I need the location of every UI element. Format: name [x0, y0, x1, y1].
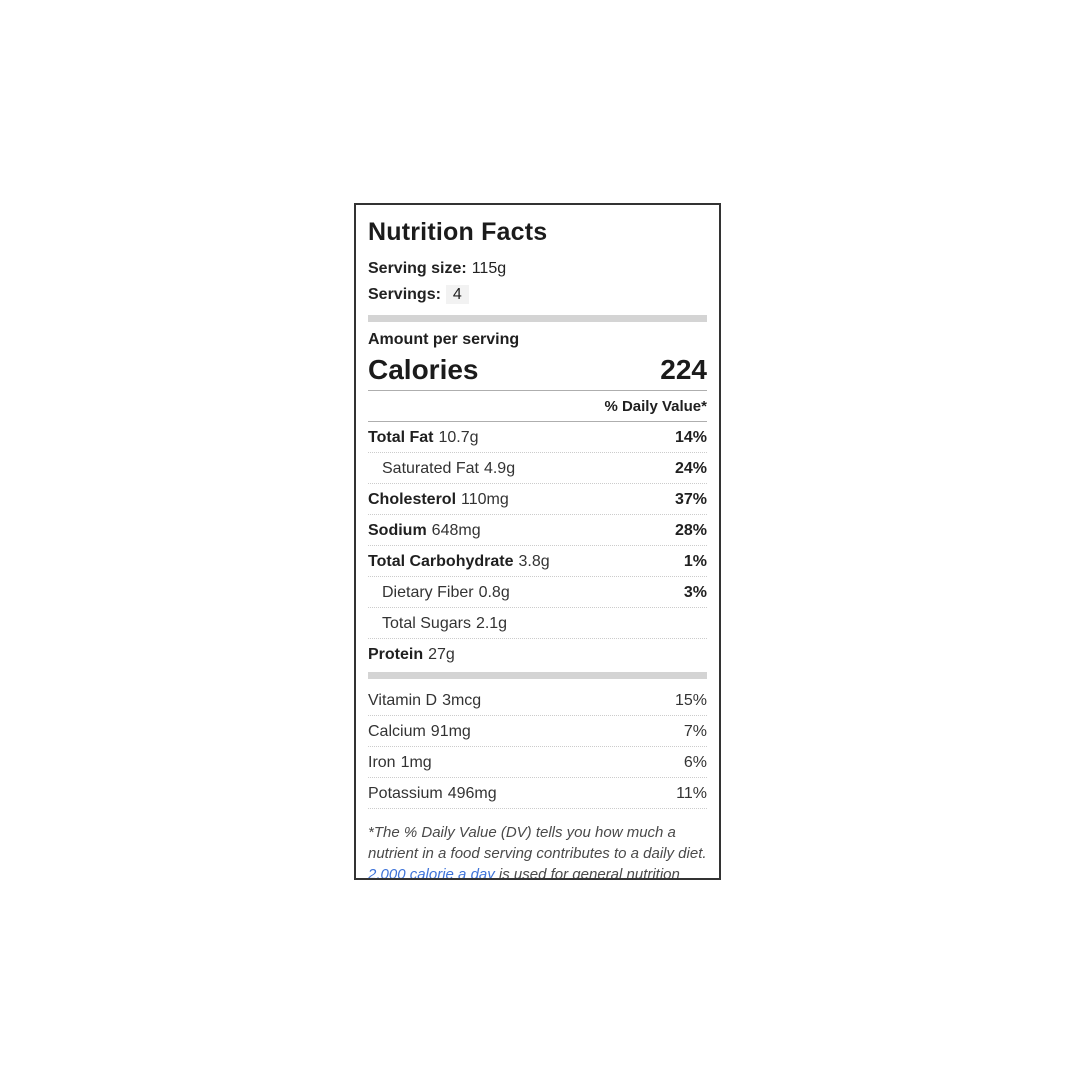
daily-value-footnote: *The % Daily Value (DV) tells you how mu… — [368, 822, 707, 880]
calories-row: Calories 224 — [368, 352, 707, 387]
nutrient-label: Total Carbohydrate 3.8g — [368, 553, 550, 570]
divider — [368, 421, 707, 422]
nutrient-name: Total Fat — [368, 429, 434, 446]
nutrient-name: Saturated Fat — [382, 460, 479, 477]
section-divider-bar — [368, 315, 707, 322]
vitamin-label: Potassium 496mg — [368, 785, 497, 802]
nutrient-dv: 3% — [683, 584, 707, 601]
serving-size-line: Serving size: 115g — [368, 256, 707, 282]
vitamin-name: Potassium — [368, 785, 443, 802]
nutrient-label: Dietary Fiber 0.8g — [382, 584, 510, 601]
vitamin-dv: 7% — [683, 723, 707, 740]
serving-size-value: 115g — [471, 260, 507, 277]
vitamin-dv: 11% — [676, 785, 707, 802]
nutrient-label: Sodium 648mg — [368, 522, 481, 539]
nutrient-amount: 2.1g — [475, 615, 508, 632]
nutrient-row-total-fat: Total Fat 10.7g 14% — [368, 422, 707, 453]
nutrient-name: Total Carbohydrate — [368, 553, 514, 570]
vitamin-name: Iron — [368, 754, 396, 771]
vitamin-dv: 6% — [683, 754, 707, 771]
vitamin-amount: 91mg — [430, 723, 471, 740]
nutrient-row-total-sugars: Total Sugars 2.1g — [368, 608, 707, 639]
nutrient-name: Cholesterol — [368, 491, 457, 508]
nutrient-name: Protein — [368, 646, 424, 663]
calories-label: Calories — [368, 354, 479, 385]
servings-value-field[interactable]: 4 — [445, 285, 469, 304]
nutrient-name: Total Sugars — [382, 615, 471, 632]
nutrient-amount: 0.8g — [478, 584, 510, 601]
section-divider-bar — [368, 672, 707, 679]
vitamin-label: Vitamin D 3mcg — [368, 692, 481, 709]
calorie-diet-link[interactable]: 2,000 calorie a day — [368, 866, 495, 880]
vitamin-label: Iron 1mg — [368, 754, 432, 771]
vitamin-row-calcium: Calcium 91mg 7% — [368, 716, 707, 747]
vitamin-name: Vitamin D — [368, 692, 438, 709]
nutrient-amount: 110mg — [461, 491, 509, 508]
nutrient-row-protein: Protein 27g — [368, 639, 707, 669]
nutrient-name: Sodium — [368, 522, 427, 539]
nutrient-label: Protein 27g — [368, 646, 455, 663]
nutrient-amount: 648mg — [431, 522, 481, 539]
nutrient-dv: 28% — [674, 522, 707, 539]
nutrient-amount: 27g — [428, 646, 455, 663]
vitamin-row-potassium: Potassium 496mg 11% — [368, 778, 707, 809]
nutrient-amount: 3.8g — [518, 553, 550, 570]
vitamin-amount: 1mg — [400, 754, 432, 771]
vitamin-row-iron: Iron 1mg 6% — [368, 747, 707, 778]
vitamin-label: Calcium 91mg — [368, 723, 471, 740]
calories-value: 224 — [660, 354, 707, 385]
nutrition-facts-title: Nutrition Facts — [368, 218, 548, 246]
nutrient-label: Total Fat 10.7g — [368, 429, 479, 446]
nutrient-row-total-carbohydrate: Total Carbohydrate 3.8g 1% — [368, 546, 707, 577]
nutrient-row-sodium: Sodium 648mg 28% — [368, 515, 707, 546]
vitamin-dv: 15% — [674, 692, 707, 709]
servings-label: Servings: — [368, 286, 441, 303]
vitamin-name: Calcium — [368, 723, 426, 740]
daily-value-header: % Daily Value* — [604, 398, 707, 415]
nutrient-dv: 14% — [674, 429, 707, 446]
divider — [368, 390, 707, 391]
nutrient-dv: 1% — [683, 553, 707, 570]
nutrient-amount: 10.7g — [438, 429, 479, 446]
nutrient-row-saturated-fat: Saturated Fat 4.9g 24% — [368, 453, 707, 484]
nutrient-dv: 37% — [674, 491, 707, 508]
nutrient-label: Saturated Fat 4.9g — [382, 460, 515, 477]
vitamin-amount: 496mg — [447, 785, 497, 802]
nutrient-row-dietary-fiber: Dietary Fiber 0.8g 3% — [368, 577, 707, 608]
nutrient-label: Cholesterol 110mg — [368, 491, 509, 508]
vitamin-row-vitamin-d: Vitamin D 3mcg 15% — [368, 685, 707, 716]
nutrient-row-cholesterol: Cholesterol 110mg 37% — [368, 484, 707, 515]
vitamin-amount: 3mcg — [442, 692, 482, 709]
nutrient-name: Dietary Fiber — [382, 584, 474, 601]
footnote-text-before: *The % Daily Value (DV) tells you how mu… — [368, 824, 707, 862]
nutrient-label: Total Sugars 2.1g — [382, 615, 507, 632]
serving-size-label: Serving size: — [368, 260, 467, 277]
amount-per-serving-label: Amount per serving — [368, 331, 520, 348]
footnote-text-after: is used for general nutrition advice. — [498, 866, 680, 880]
nutrient-amount: 4.9g — [483, 460, 516, 477]
servings-line: Servings: 4 — [368, 282, 707, 308]
nutrition-facts-panel: Nutrition Facts Serving size: 115g Servin… — [354, 203, 721, 880]
nutrient-dv: 24% — [674, 460, 707, 477]
